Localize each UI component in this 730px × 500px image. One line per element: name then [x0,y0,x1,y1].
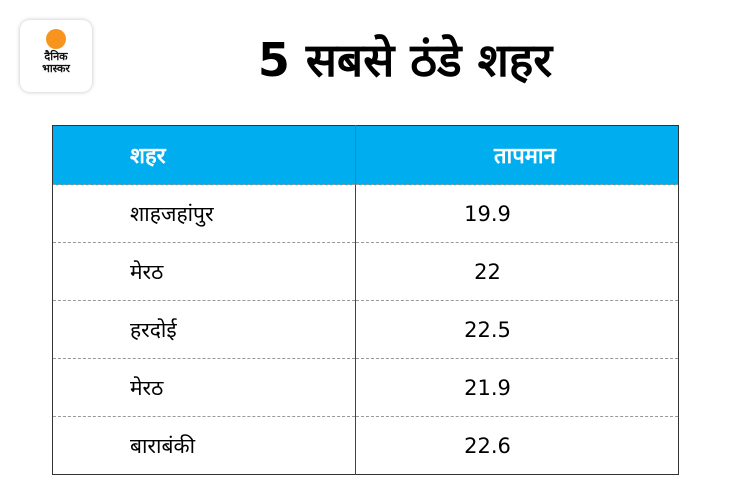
logo-line1: दैनिक [44,50,68,63]
table-row: मेरठ 21.9 [52,358,679,417]
table-row: बाराबंकी 22.6 [52,416,679,475]
city-cell: हरदोई [52,300,356,359]
temperature-cell: 19.9 [355,184,679,243]
city-cell: शाहजहांपुर [52,184,356,243]
table-header: शहर तापमान [52,125,679,185]
temperature-cell: 22 [355,242,679,301]
city-cell: बाराबंकी [52,416,356,475]
table-row: शाहजहांपुर 19.9 [52,184,679,243]
city-cell: मेरठ [52,242,356,301]
table-row: हरदोई 22.5 [52,300,679,359]
city-cell: मेरठ [52,358,356,417]
temperature-cell: 21.9 [355,358,679,417]
column-header-temperature: तापमान [355,125,679,185]
dainik-bhaskar-logo: दैनिक भास्कर [20,20,92,92]
sun-icon [46,29,66,49]
column-header-city: शहर [52,125,356,185]
temperature-cell: 22.5 [355,300,679,359]
page-title: 5 सबसे ठंडे शहर [257,33,553,87]
temperature-cell: 22.6 [355,416,679,475]
logo-line2: भास्कर [42,62,70,75]
table-row: मेरठ 22 [52,242,679,301]
cities-table: शहर तापमान शाहजहांपुर 19.9 मेरठ 22 हरदोई 22.5… [52,125,679,475]
